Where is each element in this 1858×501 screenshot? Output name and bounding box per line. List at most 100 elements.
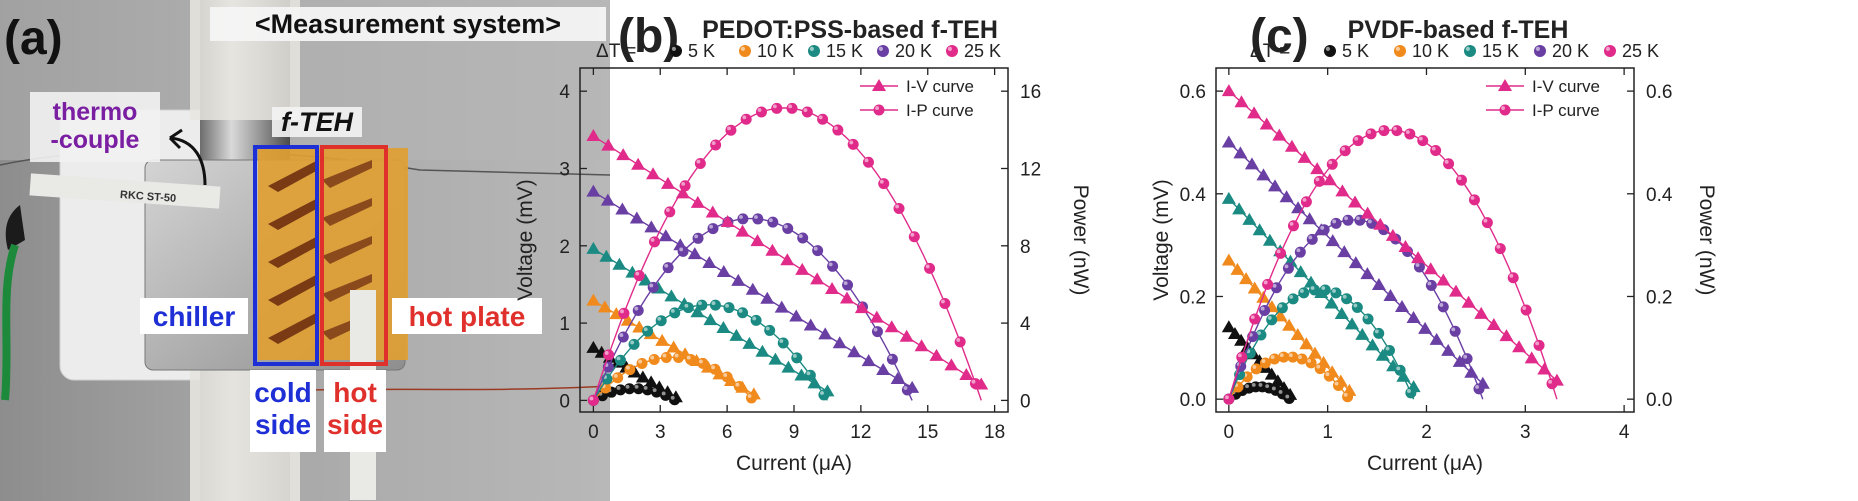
ip-point <box>670 45 682 57</box>
ip-point-highlight <box>1278 390 1283 394</box>
ip-point <box>1468 194 1480 206</box>
ip-point <box>614 354 626 366</box>
ip-point-highlight <box>616 356 621 361</box>
y-axis-label: Voltage (mV) <box>1150 179 1173 300</box>
iv-point <box>690 195 705 208</box>
y2-tick-label: 16 <box>1020 82 1041 103</box>
iv-point <box>600 193 615 206</box>
ip-point <box>886 353 898 365</box>
iv-point <box>944 358 959 371</box>
ip-point <box>771 102 783 114</box>
iv-point <box>646 167 661 180</box>
ip-point-highlight <box>1316 364 1321 369</box>
ip-point <box>1309 284 1321 296</box>
thermoelectric-legs <box>268 160 372 344</box>
iv-point <box>586 293 601 306</box>
ip-point-highlight <box>662 353 667 358</box>
iv-point <box>1418 321 1433 334</box>
ip-point <box>801 106 813 118</box>
ip-point-highlight <box>1310 286 1315 290</box>
iv-point <box>586 129 601 142</box>
iv-point <box>1290 327 1305 340</box>
ip-point <box>648 354 660 366</box>
delta-t-legend-b: ΔT = 5 K 10 K 15 K 20 K 25 K <box>596 41 1001 62</box>
ip-point-highlight <box>698 359 703 364</box>
ip-point <box>1259 305 1271 317</box>
ip-point <box>1341 293 1353 305</box>
ip-point <box>694 158 706 170</box>
ip-point-highlight <box>671 46 677 52</box>
ip-point <box>1276 302 1288 314</box>
teh-leg-n <box>322 236 372 264</box>
ip-point-highlight <box>1344 216 1348 221</box>
ip-point <box>1604 45 1616 57</box>
ip-point <box>587 394 599 406</box>
ip-point-highlight <box>1431 146 1436 151</box>
ip-point-highlight <box>657 316 662 321</box>
ip-point <box>697 357 709 369</box>
ip-point-highlight <box>696 159 701 164</box>
x-tick-label: 6 <box>722 422 733 443</box>
ip-point-highlight <box>1325 372 1330 377</box>
iv-point <box>780 253 795 266</box>
iv-point <box>1279 190 1294 203</box>
ip-point-highlight <box>1320 225 1325 230</box>
ip-point <box>1305 357 1317 369</box>
ip-point-highlight <box>1465 46 1470 52</box>
legend-entry-label: 15 K <box>826 41 863 61</box>
iv-point <box>959 367 974 380</box>
iv-point <box>658 229 673 242</box>
ip-point-highlight <box>903 386 908 390</box>
iv-point <box>1230 262 1245 275</box>
ip-point-highlight <box>783 224 788 229</box>
iv-point <box>1242 212 1257 225</box>
ip-point-highlight <box>1353 303 1358 308</box>
ip-point <box>1391 125 1403 137</box>
x-tick-label: 1 <box>1322 422 1333 443</box>
ip-point-highlight <box>711 365 715 370</box>
iv-point <box>1247 281 1262 294</box>
ip-point-highlight <box>1332 219 1337 224</box>
ip-point <box>662 262 674 274</box>
ip-point <box>1456 174 1468 186</box>
iv-point <box>832 336 847 349</box>
ip-point-highlight <box>1321 286 1326 290</box>
ip-point-highlight <box>1407 389 1411 393</box>
ip-point <box>1351 301 1363 313</box>
ip-point-highlight <box>742 115 747 120</box>
iv-point <box>825 281 840 294</box>
ip-point <box>696 299 708 311</box>
iv-point <box>1365 338 1380 351</box>
iv-point <box>1373 217 1388 230</box>
ip-point <box>1365 128 1377 140</box>
ip-point-highlight <box>634 306 639 311</box>
teh-leg-n <box>322 274 372 302</box>
ip-point <box>682 302 694 314</box>
ip-point-highlight <box>735 382 740 387</box>
ip-point-highlight <box>1395 46 1400 52</box>
panel-label-a: (a) <box>4 12 63 65</box>
ip-point-highlight <box>1237 353 1242 358</box>
iv-point <box>687 247 702 260</box>
series-20K <box>586 184 920 406</box>
ip-point <box>709 299 721 311</box>
ip-point-highlight <box>1605 46 1610 52</box>
ip-point <box>737 307 749 319</box>
ip-point-highlight <box>792 354 797 358</box>
ip-point-highlight <box>1252 365 1257 369</box>
ip-point-highlight <box>1260 306 1265 311</box>
ip-point <box>692 232 704 244</box>
legend-entry-label: 5 K <box>1342 41 1369 61</box>
ip-point <box>1332 380 1344 392</box>
ip-point <box>679 180 691 192</box>
x-tick-label: 3 <box>1520 422 1531 443</box>
ip-point <box>877 45 889 57</box>
fteh-label: f-TEH <box>281 107 353 137</box>
tape-strip <box>29 173 221 209</box>
iv-point <box>899 329 914 342</box>
iv-point <box>599 249 614 262</box>
iv-point <box>644 220 659 233</box>
ip-point <box>1326 158 1338 170</box>
panel-label-b: (b) <box>618 10 679 63</box>
